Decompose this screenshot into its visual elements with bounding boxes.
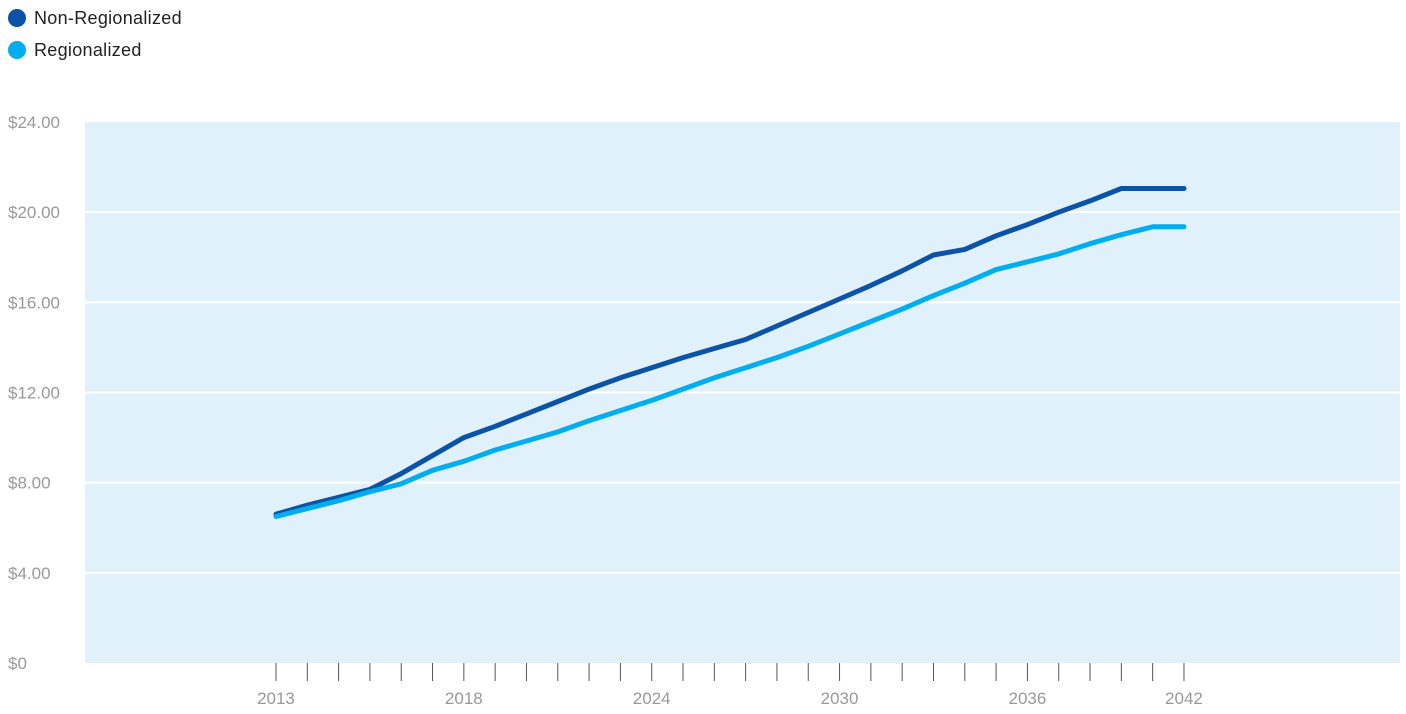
chart-legend: Non-Regionalized Regionalized bbox=[8, 6, 182, 70]
legend-swatch-regionalized bbox=[8, 41, 26, 59]
series-line-regionalized bbox=[273, 224, 1187, 519]
legend-item-regionalized: Regionalized bbox=[8, 38, 182, 62]
legend-label: Regionalized bbox=[34, 39, 142, 60]
y-tick-label: $20.00 bbox=[8, 203, 60, 222]
x-tick-label: 2030 bbox=[821, 689, 859, 708]
legend-item-non-regionalized: Non-Regionalized bbox=[8, 6, 182, 30]
x-tick-label: 2013 bbox=[257, 689, 295, 708]
x-tick-label: 2018 bbox=[445, 689, 483, 708]
y-tick-label: $12.00 bbox=[8, 384, 60, 403]
y-tick-label: $0 bbox=[8, 654, 27, 673]
x-tick-label: 2036 bbox=[1009, 689, 1047, 708]
x-tick-label: 2042 bbox=[1165, 689, 1203, 708]
series-line-non-regionalized bbox=[273, 186, 1187, 517]
legend-swatch-non-regionalized bbox=[8, 9, 26, 27]
y-tick-label: $24.00 bbox=[8, 113, 60, 132]
y-tick-label: $4.00 bbox=[8, 564, 51, 583]
legend-label: Non-Regionalized bbox=[34, 7, 182, 28]
y-tick-label: $8.00 bbox=[8, 474, 51, 493]
y-tick-label: $16.00 bbox=[8, 293, 60, 312]
x-tick-label: 2024 bbox=[633, 689, 671, 708]
